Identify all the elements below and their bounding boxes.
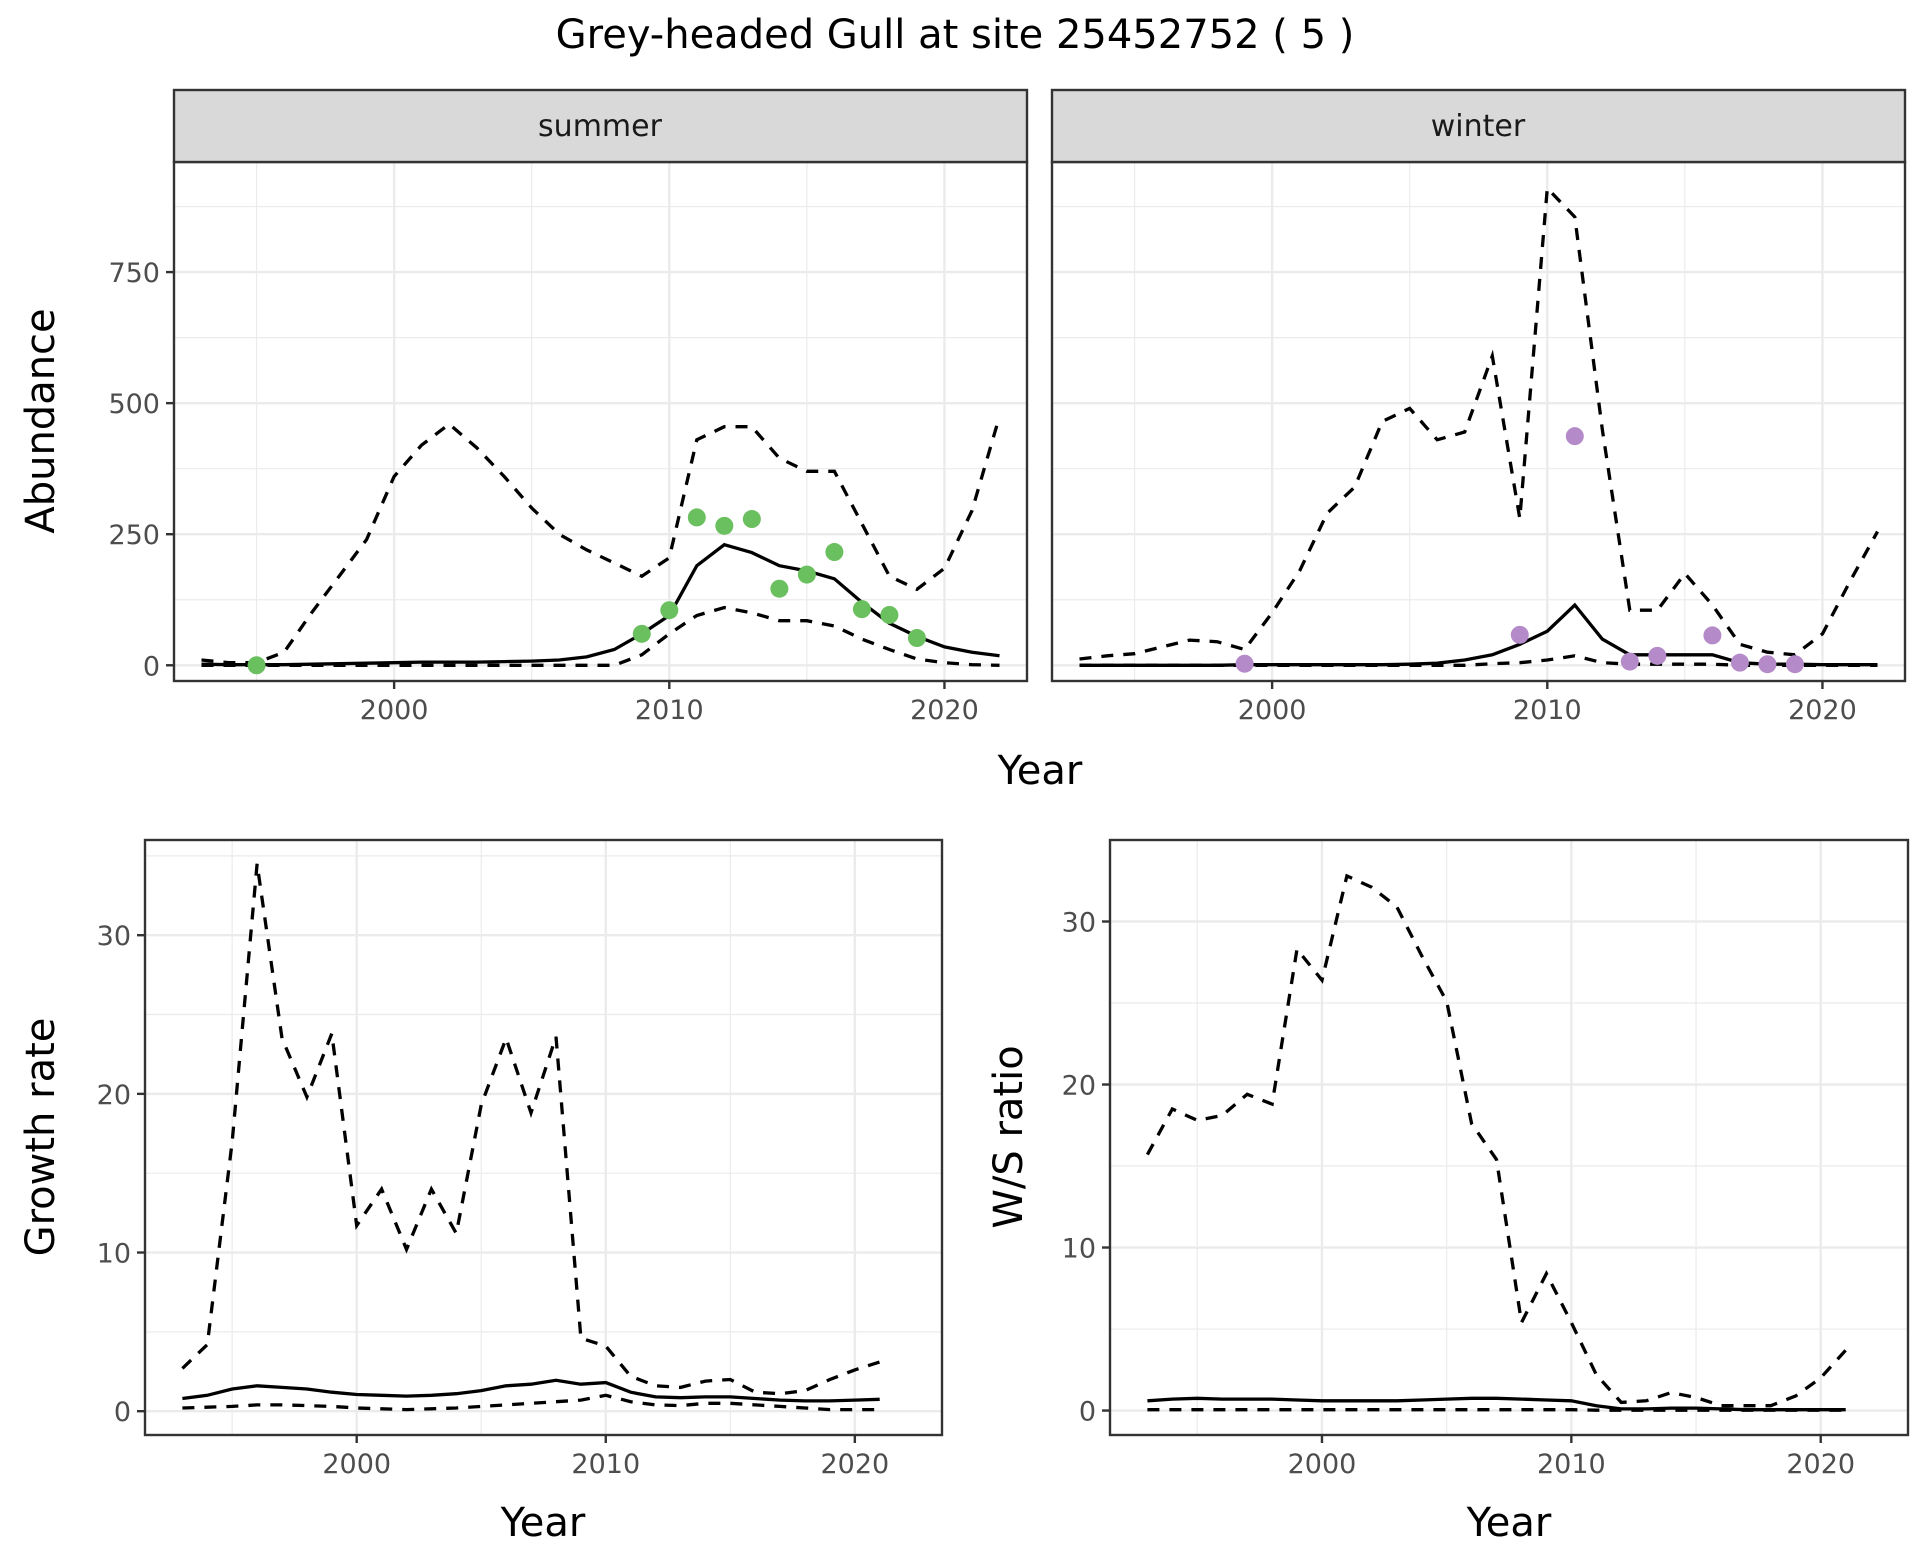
data-point — [1620, 652, 1639, 671]
data-point — [770, 579, 789, 598]
data-point — [632, 624, 651, 643]
y-axis-ticks: 0 250 500 750 — [108, 258, 174, 682]
data-point — [1730, 653, 1749, 672]
facet-strip-label: winter — [1431, 109, 1526, 144]
facet-strip — [172, 88, 1029, 164]
y-tick-label: 250 — [108, 520, 160, 551]
series-line-upper — [201, 415, 1002, 665]
series-line-mean — [182, 1378, 880, 1403]
gridlines — [174, 162, 1027, 681]
y-tick-label: 30 — [1062, 908, 1096, 939]
data-point — [247, 656, 266, 675]
data-point — [880, 605, 899, 624]
panel-ws-ratio: 2000 2010 2020 0 10 20 30 — [1062, 838, 1910, 1480]
x-tick-label: 2000 — [322, 1449, 391, 1480]
x-axis-ticks: 2000 2010 2020 — [360, 681, 979, 726]
data-layer — [1079, 184, 1879, 674]
x-axis-title-growth: Year — [500, 1500, 586, 1546]
data-layer — [1145, 873, 1847, 1412]
x-axis-title-abundance: Year — [997, 748, 1083, 794]
data-point — [715, 516, 734, 535]
series-line-upper — [181, 863, 881, 1396]
series-line-lower — [201, 605, 1000, 667]
panel-growth-rate: 2000 2010 2020 0 10 20 30 — [97, 838, 944, 1480]
y-tick-label: 10 — [1062, 1234, 1096, 1265]
x-tick-label: 2010 — [571, 1449, 640, 1480]
data-point — [1565, 427, 1584, 446]
series-line-lower — [182, 1393, 880, 1412]
data-point — [1648, 646, 1667, 665]
data-point — [1785, 655, 1804, 674]
y-tick-label: 20 — [1062, 1071, 1096, 1102]
y-tick-label: 0 — [114, 1397, 131, 1428]
plot-background — [1110, 840, 1908, 1435]
data-point — [907, 629, 926, 648]
x-tick-label: 2010 — [1513, 695, 1582, 726]
y-tick-label: 0 — [143, 651, 160, 682]
x-axis-ticks: 2000 2010 2020 — [1238, 681, 1857, 726]
y-tick-label: 750 — [108, 258, 160, 289]
panel-border — [1108, 838, 1910, 1437]
data-point — [1235, 654, 1254, 673]
y-axis-title-growth: Growth rate — [18, 1018, 64, 1257]
y-tick-label: 20 — [97, 1080, 131, 1111]
data-layer — [181, 863, 881, 1412]
x-tick-label: 2020 — [1788, 695, 1857, 726]
y-tick-label: 30 — [97, 921, 131, 952]
figure-title: Grey-headed Gull at site 25452752 ( 5 ) — [556, 12, 1355, 58]
data-point — [852, 600, 871, 619]
data-point — [742, 510, 761, 529]
y-axis-ticks: 0 10 20 30 — [1062, 908, 1110, 1428]
panel-border — [143, 838, 944, 1437]
x-tick-label: 2000 — [360, 695, 429, 726]
y-tick-label: 500 — [108, 389, 160, 420]
x-tick-label: 2000 — [1288, 1449, 1357, 1480]
gridlines — [145, 840, 942, 1435]
x-tick-label: 2020 — [820, 1449, 889, 1480]
data-layer — [201, 415, 1002, 675]
x-axis-title-ratio: Year — [1466, 1500, 1552, 1546]
series-line-upper — [1145, 873, 1847, 1408]
plot-background — [174, 162, 1027, 681]
facet-strip-label: summer — [538, 109, 663, 144]
data-point — [1510, 625, 1529, 644]
y-axis-title-abundance: Abundance — [18, 308, 64, 533]
x-tick-label: 2020 — [910, 695, 979, 726]
x-axis-ticks: 2000 2010 2020 — [322, 1435, 889, 1480]
x-axis-ticks: 2000 2010 2020 — [1288, 1435, 1855, 1480]
x-tick-label: 2000 — [1238, 695, 1307, 726]
panel-summer: summer 2000 2010 2020 0 250 500 750 — [108, 88, 1029, 726]
y-tick-label: 0 — [1079, 1397, 1096, 1428]
data-point — [797, 565, 816, 584]
plot-background — [1052, 162, 1905, 681]
series-line-lower — [1147, 1408, 1846, 1412]
x-tick-label: 2010 — [1537, 1449, 1606, 1480]
data-point — [1758, 655, 1777, 674]
panel-winter: winter 2000 2010 2020 — [1050, 88, 1907, 726]
data-point — [825, 543, 844, 562]
data-point — [1703, 626, 1722, 645]
x-tick-label: 2020 — [1786, 1449, 1855, 1480]
y-tick-label: 10 — [97, 1239, 131, 1270]
plot-background — [145, 840, 942, 1435]
x-tick-label: 2010 — [635, 695, 704, 726]
data-point — [660, 601, 679, 620]
y-axis-title-ratio: W/S ratio — [986, 1045, 1032, 1228]
facet-strip — [1050, 88, 1907, 164]
y-axis-ticks: 0 10 20 30 — [97, 921, 145, 1428]
series-line-upper — [1079, 184, 1879, 661]
data-point — [687, 508, 706, 527]
